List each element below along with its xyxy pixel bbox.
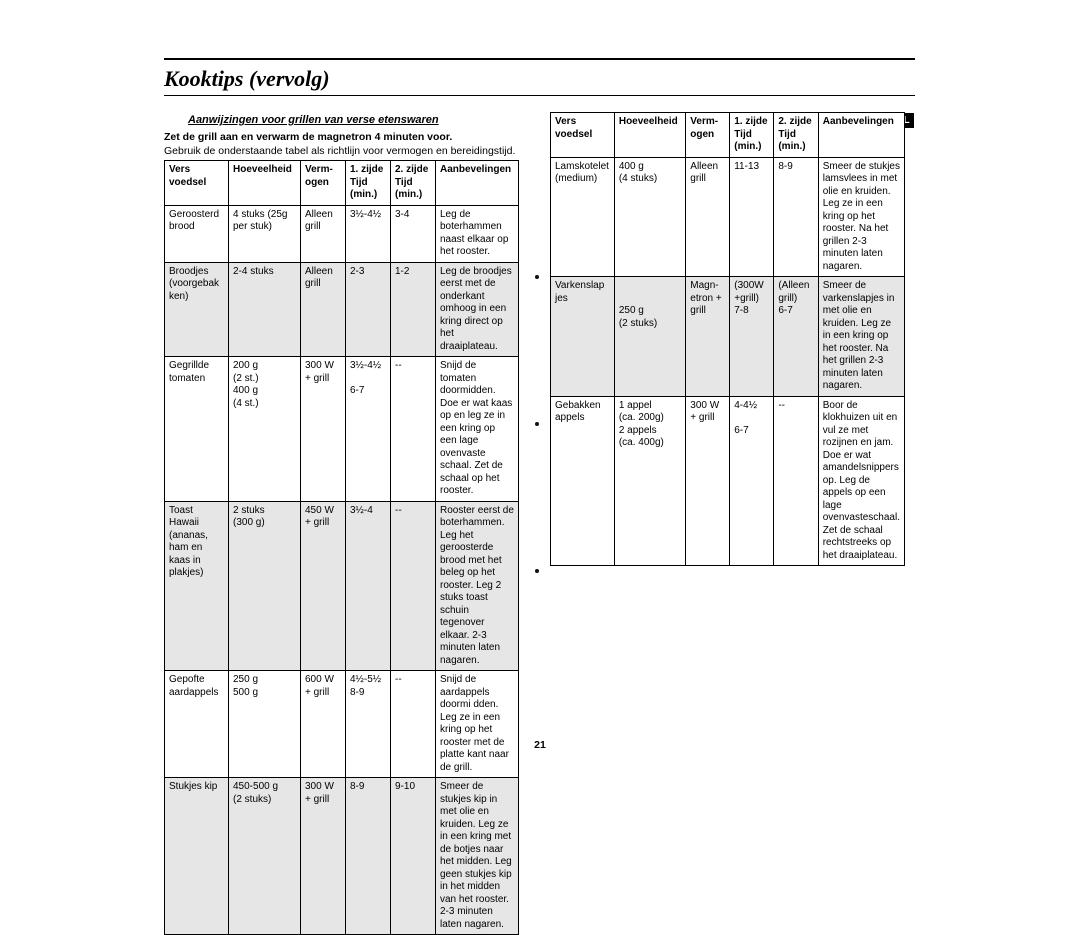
table-cell: Lamskotelet (medium) [551,157,615,277]
table-cell: 300 W+ grill [301,357,346,502]
grill-table-left: VersvoedselHoeveelheidVerm-ogen1. zijdeT… [164,160,519,935]
table-cell: Toast Hawaii (ananas, ham en kaas in pla… [165,501,229,671]
table-cell: Stukjes kip [165,778,229,935]
table-cell: Smeer de stukjes lamsvlees in met olie e… [818,157,904,277]
table-cell: Leg de broodjes eerst met de onderkant o… [436,262,519,357]
table-cell: 1-2 [391,262,436,357]
table-cell: 2-3 [346,262,391,357]
table-cell: 4½-5½8-9 [346,671,391,778]
table-cell: 4 stuks (25g per stuk) [229,205,301,262]
document-page: Kooktips (vervolg) Aanwijzingen voor gri… [0,0,1080,763]
column-header: 2. zijdeTijd(min.) [774,113,818,158]
page-title: Kooktips (vervolg) [164,66,330,92]
table-cell: 3½-4½ [346,205,391,262]
column-header: Versvoedsel [551,113,615,158]
table-cell: Magn-etron + grill [686,277,730,397]
table-cell: Smeer de varkenslapjes in met olie en kr… [818,277,904,397]
table-cell: 8-9 [774,157,818,277]
page-number: 21 [0,739,1080,751]
data-table: VersvoedselHoeveelheidVerm-ogen1. zijdeT… [164,160,519,935]
table-cell: 600 W+ grill [301,671,346,778]
table-row: Gegrillde tomaten200 g(2 st.)400 g(4 st.… [165,357,519,502]
data-table: VersvoedselHoeveelheidVerm-ogen1. zijdeT… [550,112,905,566]
table-cell: Snijd de tomaten doormidden. Doe er wat … [436,357,519,502]
table-cell: 3½-4½6-7 [346,357,391,502]
grill-table-right: VersvoedselHoeveelheidVerm-ogen1. zijdeT… [550,112,905,566]
table-cell: 8-9 [346,778,391,935]
gutter-dots [535,275,539,573]
table-cell: 1 appel(ca. 200g)2 appels(ca. 400g) [614,396,685,566]
table-cell: (300W +grill)7-8 [730,277,774,397]
column-header: Versvoedsel [165,161,229,206]
table-cell: 9-10 [391,778,436,935]
table-cell: -- [391,501,436,671]
table-cell: Alleen grill [686,157,730,277]
table-cell: Gepofte aardappels [165,671,229,778]
table-cell: -- [391,357,436,502]
table-row: Gebakken appels1 appel(ca. 200g)2 appels… [551,396,905,566]
column-header: Aanbevelingen [436,161,519,206]
column-header: Verm-ogen [686,113,730,158]
table-cell: Alleen grill [301,205,346,262]
table-cell: Leg de boterhammen naast elkaar op het r… [436,205,519,262]
table-row: Gepofte aardappels250 g500 g600 W+ grill… [165,671,519,778]
table-row: Toast Hawaii (ananas, ham en kaas in pla… [165,501,519,671]
section-heading: Aanwijzingen voor grillen van verse eten… [188,114,439,126]
table-cell: 3-4 [391,205,436,262]
column-header: 1. zijdeTijd(min.) [346,161,391,206]
table-cell: Varkenslap jes [551,277,615,397]
table-cell: Gebakken appels [551,396,615,566]
table-cell: 3½-4 [346,501,391,671]
table-cell: 300 W+ grill [686,396,730,566]
table-cell: Gegrillde tomaten [165,357,229,502]
column-header: Verm-ogen [301,161,346,206]
table-cell: Snijd de aardappels doormi dden. Leg ze … [436,671,519,778]
rule-top [164,58,915,60]
table-cell: 250 g(2 stuks) [614,277,685,397]
note-text: Gebruik de onderstaande tabel als richtl… [164,145,515,157]
column-header: 1. zijdeTijd(min.) [730,113,774,158]
table-cell: Smeer de stukjes kip in met olie en krui… [436,778,519,935]
table-cell: -- [774,396,818,566]
table-cell: 200 g(2 st.)400 g(4 st.) [229,357,301,502]
column-header: Hoeveelheid [614,113,685,158]
table-cell: (Alleen grill)6-7 [774,277,818,397]
table-cell: 11-13 [730,157,774,277]
table-cell: Boor de klokhuizen uit en vul ze met roz… [818,396,904,566]
table-cell: 4-4½6-7 [730,396,774,566]
table-cell: Rooster eerst de boterhammen. Leg het ge… [436,501,519,671]
table-cell: 400 g(4 stuks) [614,157,685,277]
table-cell: 2-4 stuks [229,262,301,357]
table-cell: Alleen grill [301,262,346,357]
table-cell: 300 W+ grill [301,778,346,935]
instruction-text: Zet de grill aan en verwarm de magnetron… [164,131,452,143]
table-row: Stukjes kip450-500 g(2 stuks)300 W+ gril… [165,778,519,935]
column-header: Aanbevelingen [818,113,904,158]
table-cell: 450 W+ grill [301,501,346,671]
table-cell: -- [391,671,436,778]
table-cell: 250 g500 g [229,671,301,778]
table-cell: Broodjes (voorgebak ken) [165,262,229,357]
table-row: Geroosterd brood4 stuks (25g per stuk)Al… [165,205,519,262]
column-header: 2. zijdeTijd(min.) [391,161,436,206]
table-cell: Geroosterd brood [165,205,229,262]
table-row: Varkenslap jes250 g(2 stuks)Magn-etron +… [551,277,905,397]
table-row: Lamskotelet (medium)400 g(4 stuks)Alleen… [551,157,905,277]
table-row: Broodjes (voorgebak ken)2-4 stuksAlleen … [165,262,519,357]
table-cell: 2 stuks(300 g) [229,501,301,671]
column-header: Hoeveelheid [229,161,301,206]
table-cell: 450-500 g(2 stuks) [229,778,301,935]
rule-under-title [164,95,915,96]
